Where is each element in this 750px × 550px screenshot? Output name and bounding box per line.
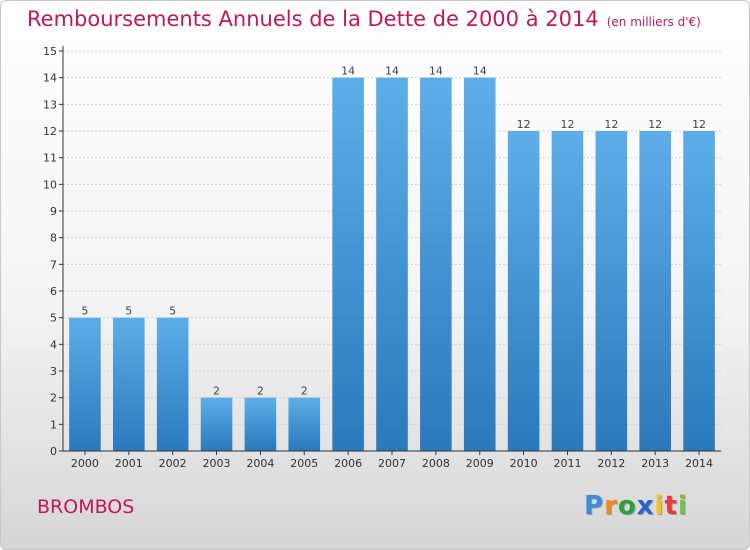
x-tick-label: 2014: [685, 457, 713, 470]
x-tick-label: 2006: [334, 457, 362, 470]
y-tick-label: 7: [50, 258, 57, 271]
commune-name: BROMBOS: [37, 496, 135, 518]
data-label: 12: [604, 118, 618, 131]
bar: [595, 131, 628, 451]
y-tick-label: 12: [43, 125, 57, 138]
x-tick-label: 2005: [290, 457, 318, 470]
x-tick-label: 2011: [553, 457, 581, 470]
bar: [244, 397, 277, 451]
bar: [551, 131, 584, 451]
chart-title: Remboursements Annuels de la Dette de 20…: [27, 7, 701, 31]
x-tick-label: 2013: [641, 457, 669, 470]
x-tick-label: 2001: [115, 457, 143, 470]
data-label: 2: [301, 385, 308, 398]
data-label: 2: [257, 385, 264, 398]
bar: [288, 397, 321, 451]
data-label: 5: [125, 305, 132, 318]
y-tick-label: 11: [43, 152, 57, 165]
bar: [376, 77, 408, 452]
bar: [156, 317, 189, 451]
data-label: 12: [648, 118, 662, 131]
y-tick-label: 8: [50, 232, 57, 245]
data-label: 14: [473, 65, 487, 78]
y-tick-label: 14: [43, 72, 57, 85]
y-tick-label: 6: [50, 285, 57, 298]
y-tick-label: 4: [50, 338, 57, 351]
x-tick-label: 2012: [597, 457, 625, 470]
chart-title-text: Remboursements Annuels de la Dette de 20…: [27, 7, 599, 31]
x-tick-label: 2003: [203, 457, 231, 470]
x-tick-label: 2004: [246, 457, 274, 470]
y-tick-label: 1: [50, 418, 57, 431]
x-tick-label: 2009: [466, 457, 494, 470]
data-label: 12: [560, 118, 574, 131]
x-tick-label: 2007: [378, 457, 406, 470]
bar: [113, 317, 145, 451]
x-tick-label: 2002: [159, 457, 187, 470]
data-label: 14: [385, 65, 399, 78]
data-label: 5: [169, 305, 176, 318]
bar: [639, 131, 671, 451]
chart-subtitle: (en milliers d'€): [606, 15, 701, 29]
bar: [683, 131, 715, 451]
x-tick-label: 2008: [422, 457, 450, 470]
y-tick-label: 13: [43, 98, 57, 111]
bar: [332, 77, 364, 452]
bar: [463, 77, 496, 452]
data-label: 2: [213, 385, 220, 398]
y-tick-label: 9: [50, 205, 57, 218]
bar: [69, 317, 101, 451]
bar: [200, 397, 233, 451]
x-tick-label: 2010: [510, 457, 538, 470]
proxiti-logo: Proxiti: [584, 491, 688, 521]
data-label: 14: [429, 65, 443, 78]
data-label: 12: [517, 118, 531, 131]
bar: [420, 77, 452, 452]
y-tick-label: 10: [43, 178, 57, 191]
bar: [507, 131, 540, 451]
x-tick-label: 2000: [71, 457, 99, 470]
y-tick-label: 0: [50, 445, 57, 458]
data-label: 14: [341, 65, 355, 78]
y-tick-label: 2: [50, 392, 57, 405]
y-tick-label: 15: [43, 45, 57, 58]
data-label: 12: [692, 118, 706, 131]
y-tick-label: 5: [50, 312, 57, 325]
bars: 5 5 5 2 2 2 14 14 14 14 12 12 12 12 12: [69, 65, 715, 452]
data-label: 5: [81, 305, 88, 318]
y-tick-label: 3: [50, 365, 57, 378]
